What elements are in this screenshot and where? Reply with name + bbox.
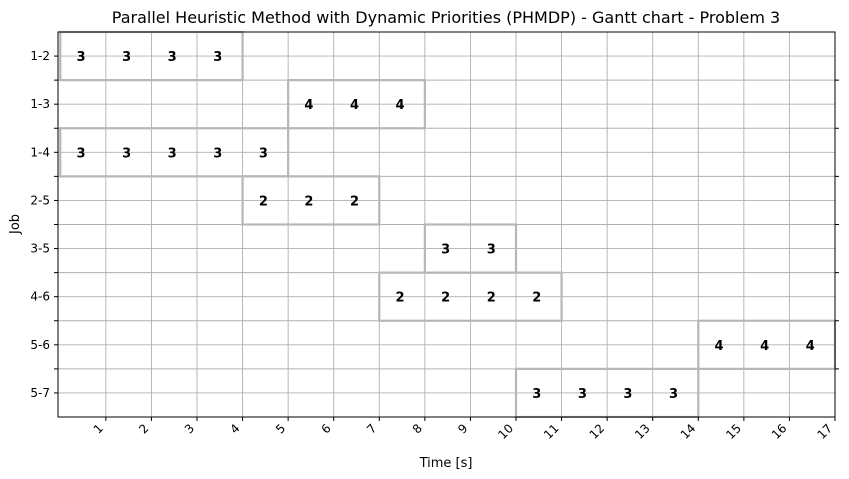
- bar-value-label: 3: [77, 146, 86, 161]
- bar-value-label: 2: [441, 291, 450, 306]
- x-tick-label: 3: [182, 421, 197, 436]
- x-tick-label: 12: [587, 421, 608, 442]
- y-tick-label: 5-6: [30, 338, 50, 352]
- y-tick-label: 3-5: [30, 242, 50, 256]
- bar-value-label: 4: [396, 98, 405, 113]
- x-tick-label: 13: [632, 421, 653, 442]
- gantt-bar: [59, 127, 290, 178]
- bar-value-label: 2: [350, 194, 359, 209]
- bar-value-label: 4: [715, 339, 724, 354]
- x-tick-label: 6: [319, 421, 334, 436]
- bar-value-label: 3: [487, 243, 496, 258]
- bar-value-label: 2: [487, 291, 496, 306]
- ticks: 1 2 3 4 5 6 7 8 9 10 11 12 13 14 15 16 171-21-31-42-53-5…: [30, 49, 839, 442]
- bar-value-label: 4: [304, 98, 313, 113]
- x-tick-label: 11: [541, 421, 562, 442]
- x-tick-label: 9: [455, 421, 470, 436]
- y-tick-label: 2-5: [30, 193, 50, 207]
- gantt-bar: [241, 175, 381, 226]
- bar-value-label: 3: [623, 387, 632, 402]
- bar-value-label: 3: [168, 50, 177, 65]
- y-tick-label: 1-4: [30, 145, 50, 159]
- x-tick-label: 8: [410, 421, 425, 436]
- gantt-bar: [378, 271, 563, 322]
- bar-value-label: 4: [806, 339, 815, 354]
- y-tick-label: 1-2: [30, 49, 50, 63]
- bar-value-label: 3: [259, 146, 268, 161]
- bar-value-label: 3: [669, 387, 678, 402]
- bar-value-label: 3: [213, 50, 222, 65]
- bar-value-label: 3: [532, 387, 541, 402]
- x-tick-label: 2: [136, 421, 151, 436]
- y-tick-label: 1-3: [30, 97, 50, 111]
- y-tick-label: 4-6: [30, 290, 50, 304]
- bar-value-label: 3: [168, 146, 177, 161]
- bar-value-label: 3: [213, 146, 222, 161]
- bar-value-label: 2: [259, 194, 268, 209]
- x-tick-label: 10: [495, 421, 516, 442]
- bar-value-label: 4: [350, 98, 359, 113]
- x-tick-label: 14: [678, 421, 699, 442]
- y-axis-label: Job: [8, 214, 23, 235]
- bar-value-label: 2: [304, 194, 313, 209]
- bar-value-label: 3: [122, 146, 131, 161]
- y-tick-label: 5-7: [30, 386, 50, 400]
- bar-value-label: 4: [760, 339, 769, 354]
- gantt-bar: [287, 79, 426, 130]
- bar-value-label: 2: [396, 291, 405, 306]
- x-tick-label: 15: [723, 421, 744, 442]
- x-tick-label: 1: [91, 421, 106, 436]
- x-tick-label: 7: [364, 421, 379, 436]
- x-tick-label: 5: [273, 421, 288, 436]
- chart-title: Parallel Heuristic Method with Dynamic P…: [112, 8, 780, 27]
- x-tick-label: 4: [227, 421, 242, 436]
- x-axis-label: Time [s]: [419, 456, 473, 471]
- bar-value-label: 3: [122, 50, 131, 65]
- bar-value-label: 2: [532, 291, 541, 306]
- bar-value-label: 3: [578, 387, 587, 402]
- x-tick-label: 17: [814, 421, 835, 442]
- x-tick-label: 16: [769, 421, 790, 442]
- bar-value-label: 3: [441, 243, 450, 258]
- bar-value-label: 3: [77, 50, 86, 65]
